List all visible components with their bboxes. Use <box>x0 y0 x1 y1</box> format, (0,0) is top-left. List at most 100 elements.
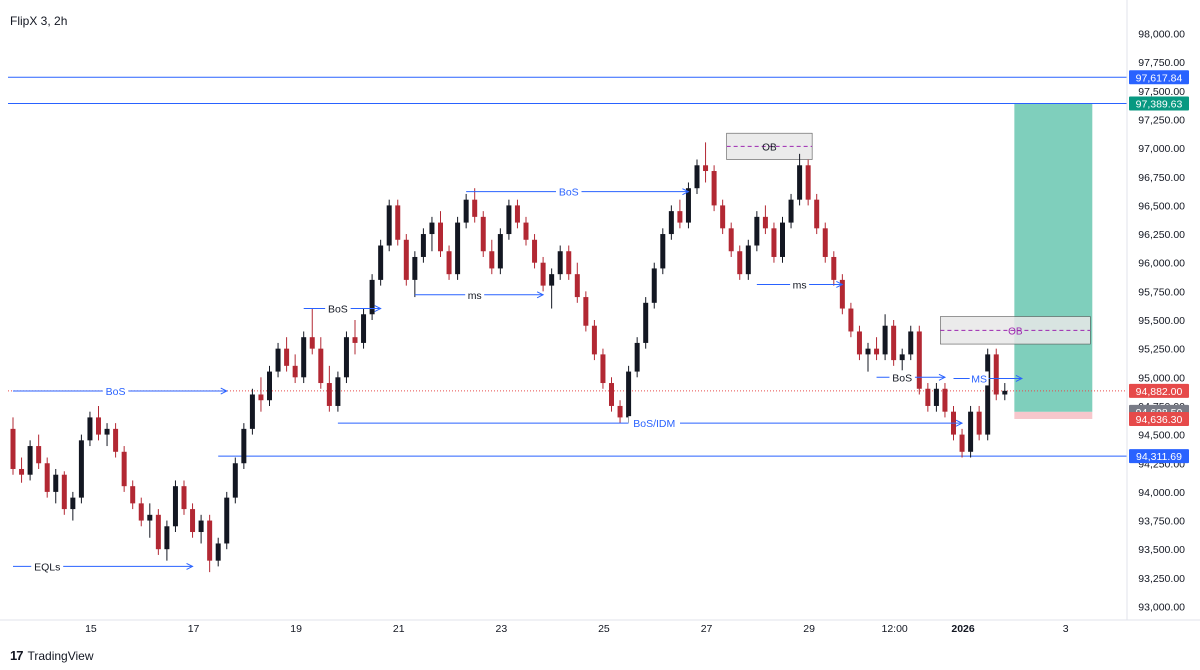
structure-label: MS <box>971 373 987 385</box>
candle-body <box>822 228 828 257</box>
x-tick-label: 25 <box>598 623 610 635</box>
candle-body <box>232 463 238 498</box>
price-labels-layer: 97,617.8497,389.6394,882.0094,698.5094,6… <box>1129 70 1189 464</box>
candle-body <box>489 251 495 269</box>
candle-body <box>61 474 67 510</box>
price-label-badge <box>1129 383 1189 398</box>
candle-body <box>566 251 572 275</box>
candle-body <box>207 520 213 561</box>
candle-body <box>668 211 674 235</box>
candle-body <box>831 256 837 280</box>
price-label-badge <box>1129 411 1189 426</box>
candle-body <box>301 337 307 378</box>
x-tick-label: 3 <box>1063 623 1069 635</box>
zones-layer: OB OB <box>726 103 1093 419</box>
candle-body <box>583 297 589 326</box>
candle-body <box>198 520 204 533</box>
y-tick-label: 95,250.00 <box>1138 344 1185 356</box>
candle-body <box>780 222 785 257</box>
candle-body <box>78 440 84 498</box>
candle-body <box>728 228 734 252</box>
candle-body <box>882 325 888 355</box>
candle-body <box>70 497 76 510</box>
price-label-badge <box>1129 96 1189 111</box>
candle-body <box>455 222 461 275</box>
y-tick-label: 93,000.00 <box>1138 602 1185 614</box>
x-tick-label: 17 <box>188 623 200 635</box>
candle-body <box>720 205 726 229</box>
candle-body <box>694 165 700 189</box>
x-tick-label: 12:00 <box>882 623 908 635</box>
candle-body <box>609 383 614 406</box>
candle-body <box>318 348 324 384</box>
y-tick-label: 97,250.00 <box>1138 114 1185 126</box>
structure-label: BoS/IDM <box>633 418 675 430</box>
candle-body <box>403 239 409 280</box>
structure-label-bg <box>889 370 915 385</box>
candle-body <box>335 377 341 406</box>
y-tick-label: 96,000.00 <box>1138 258 1185 270</box>
x-tick-label: 2026 <box>951 623 975 635</box>
arrow-head-icon <box>955 419 964 427</box>
candle-body <box>87 417 93 441</box>
candle-body <box>856 331 862 355</box>
candle-body <box>933 388 939 406</box>
candles-layer <box>10 142 1008 573</box>
price-label-badge <box>1129 70 1189 85</box>
candle-body <box>591 325 597 355</box>
order-block-label: OB <box>1008 326 1023 337</box>
candle-body <box>651 268 657 303</box>
candle-body <box>446 251 452 275</box>
structure-label: ms <box>793 279 807 291</box>
candle-body <box>480 216 486 252</box>
y-tick-label: 97,500.00 <box>1138 86 1185 98</box>
structure-label-bg <box>969 371 989 386</box>
candle-body <box>10 428 16 469</box>
y-tick-label: 94,000.00 <box>1138 487 1185 499</box>
candle-body <box>267 371 272 401</box>
x-tick-label: 29 <box>803 623 815 635</box>
candle-body <box>771 228 777 257</box>
y-tick-label: 93,250.00 <box>1138 573 1185 585</box>
price-label-text: 94,636.30 <box>1136 414 1183 426</box>
candle-body <box>968 411 974 452</box>
candle-body <box>172 486 178 527</box>
candle-body <box>121 451 127 487</box>
candle-body <box>472 199 478 217</box>
arrow-head-icon <box>1015 374 1024 382</box>
candle-body <box>549 274 555 286</box>
take-profit-zone <box>1014 103 1093 412</box>
time-axis: 15 17 19 21 23 25 27 29 12:00 2026 3 <box>0 619 1200 635</box>
price-label-text: 94,882.00 <box>1136 386 1183 398</box>
candle-body <box>309 337 315 349</box>
y-tick-label: 94,500.00 <box>1138 430 1185 442</box>
candle-body <box>53 474 59 492</box>
candle-body <box>626 371 632 418</box>
candle-body <box>326 383 332 406</box>
x-tick-label: 23 <box>496 623 508 635</box>
candle-body <box>258 394 264 401</box>
candle-body <box>865 348 871 355</box>
candle-body <box>44 463 50 492</box>
candle-body <box>677 211 683 223</box>
candle-body <box>788 199 794 223</box>
y-tick-label: 96,250.00 <box>1138 229 1185 241</box>
candle-body <box>660 234 666 269</box>
candle-body <box>27 446 33 475</box>
structure-label-bg <box>325 301 351 316</box>
tradingview-brand[interactable]: 17 TradingView <box>10 648 94 663</box>
y-tick-label: 95,750.00 <box>1138 286 1185 298</box>
chart-title: FlipX 3, 2h <box>10 14 68 28</box>
candle-body <box>737 251 743 275</box>
candle-body <box>874 348 880 355</box>
candle-body <box>993 354 999 395</box>
stop-loss-zone <box>1014 411 1093 419</box>
price-label-text: 97,617.84 <box>1136 72 1183 84</box>
y-tick-label: 93,750.00 <box>1138 516 1185 528</box>
candle-body <box>643 302 649 343</box>
candle-body <box>532 239 538 263</box>
structure-label-bg <box>556 184 582 199</box>
candle-body <box>241 428 247 464</box>
candle-body <box>284 348 290 366</box>
